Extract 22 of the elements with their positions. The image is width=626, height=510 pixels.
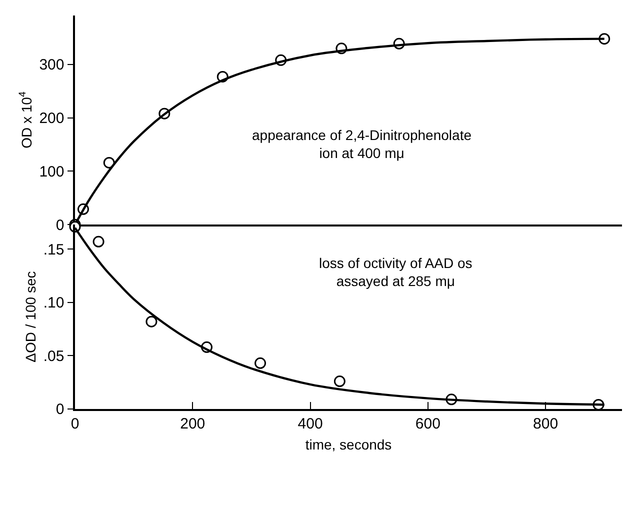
x-tick-label: 200 [180,416,206,433]
x-tick-label: 600 [415,416,440,433]
point [92,236,104,248]
y-tick-label: 300 [39,56,64,74]
point [146,316,158,328]
y-tick-label: 0 [56,216,64,234]
y-tick-label: 200 [39,110,64,128]
x-tick-label: 400 [298,416,323,433]
point [103,156,115,168]
y-tick-label: 100 [39,163,64,180]
y-tick-label: 0 [56,401,64,418]
y-tick-label: .15 [43,241,64,258]
point [334,376,346,388]
y-tick-label: .10 [43,294,64,312]
y-tick-label: .05 [43,348,64,365]
x-axis-title: time, seconds [305,436,392,453]
x-tick-label: 800 [533,416,558,433]
point [254,357,266,369]
annotation: loss of octivity of AAD os assayed at 285 mμ [319,255,472,290]
x-tick-label: 0 [70,416,80,433]
annotation: appearance of 2,4-Dinitrophenolate ion at 400 mμ [252,127,472,162]
y-axis-title: ΔOD / 100 sec [22,271,38,362]
